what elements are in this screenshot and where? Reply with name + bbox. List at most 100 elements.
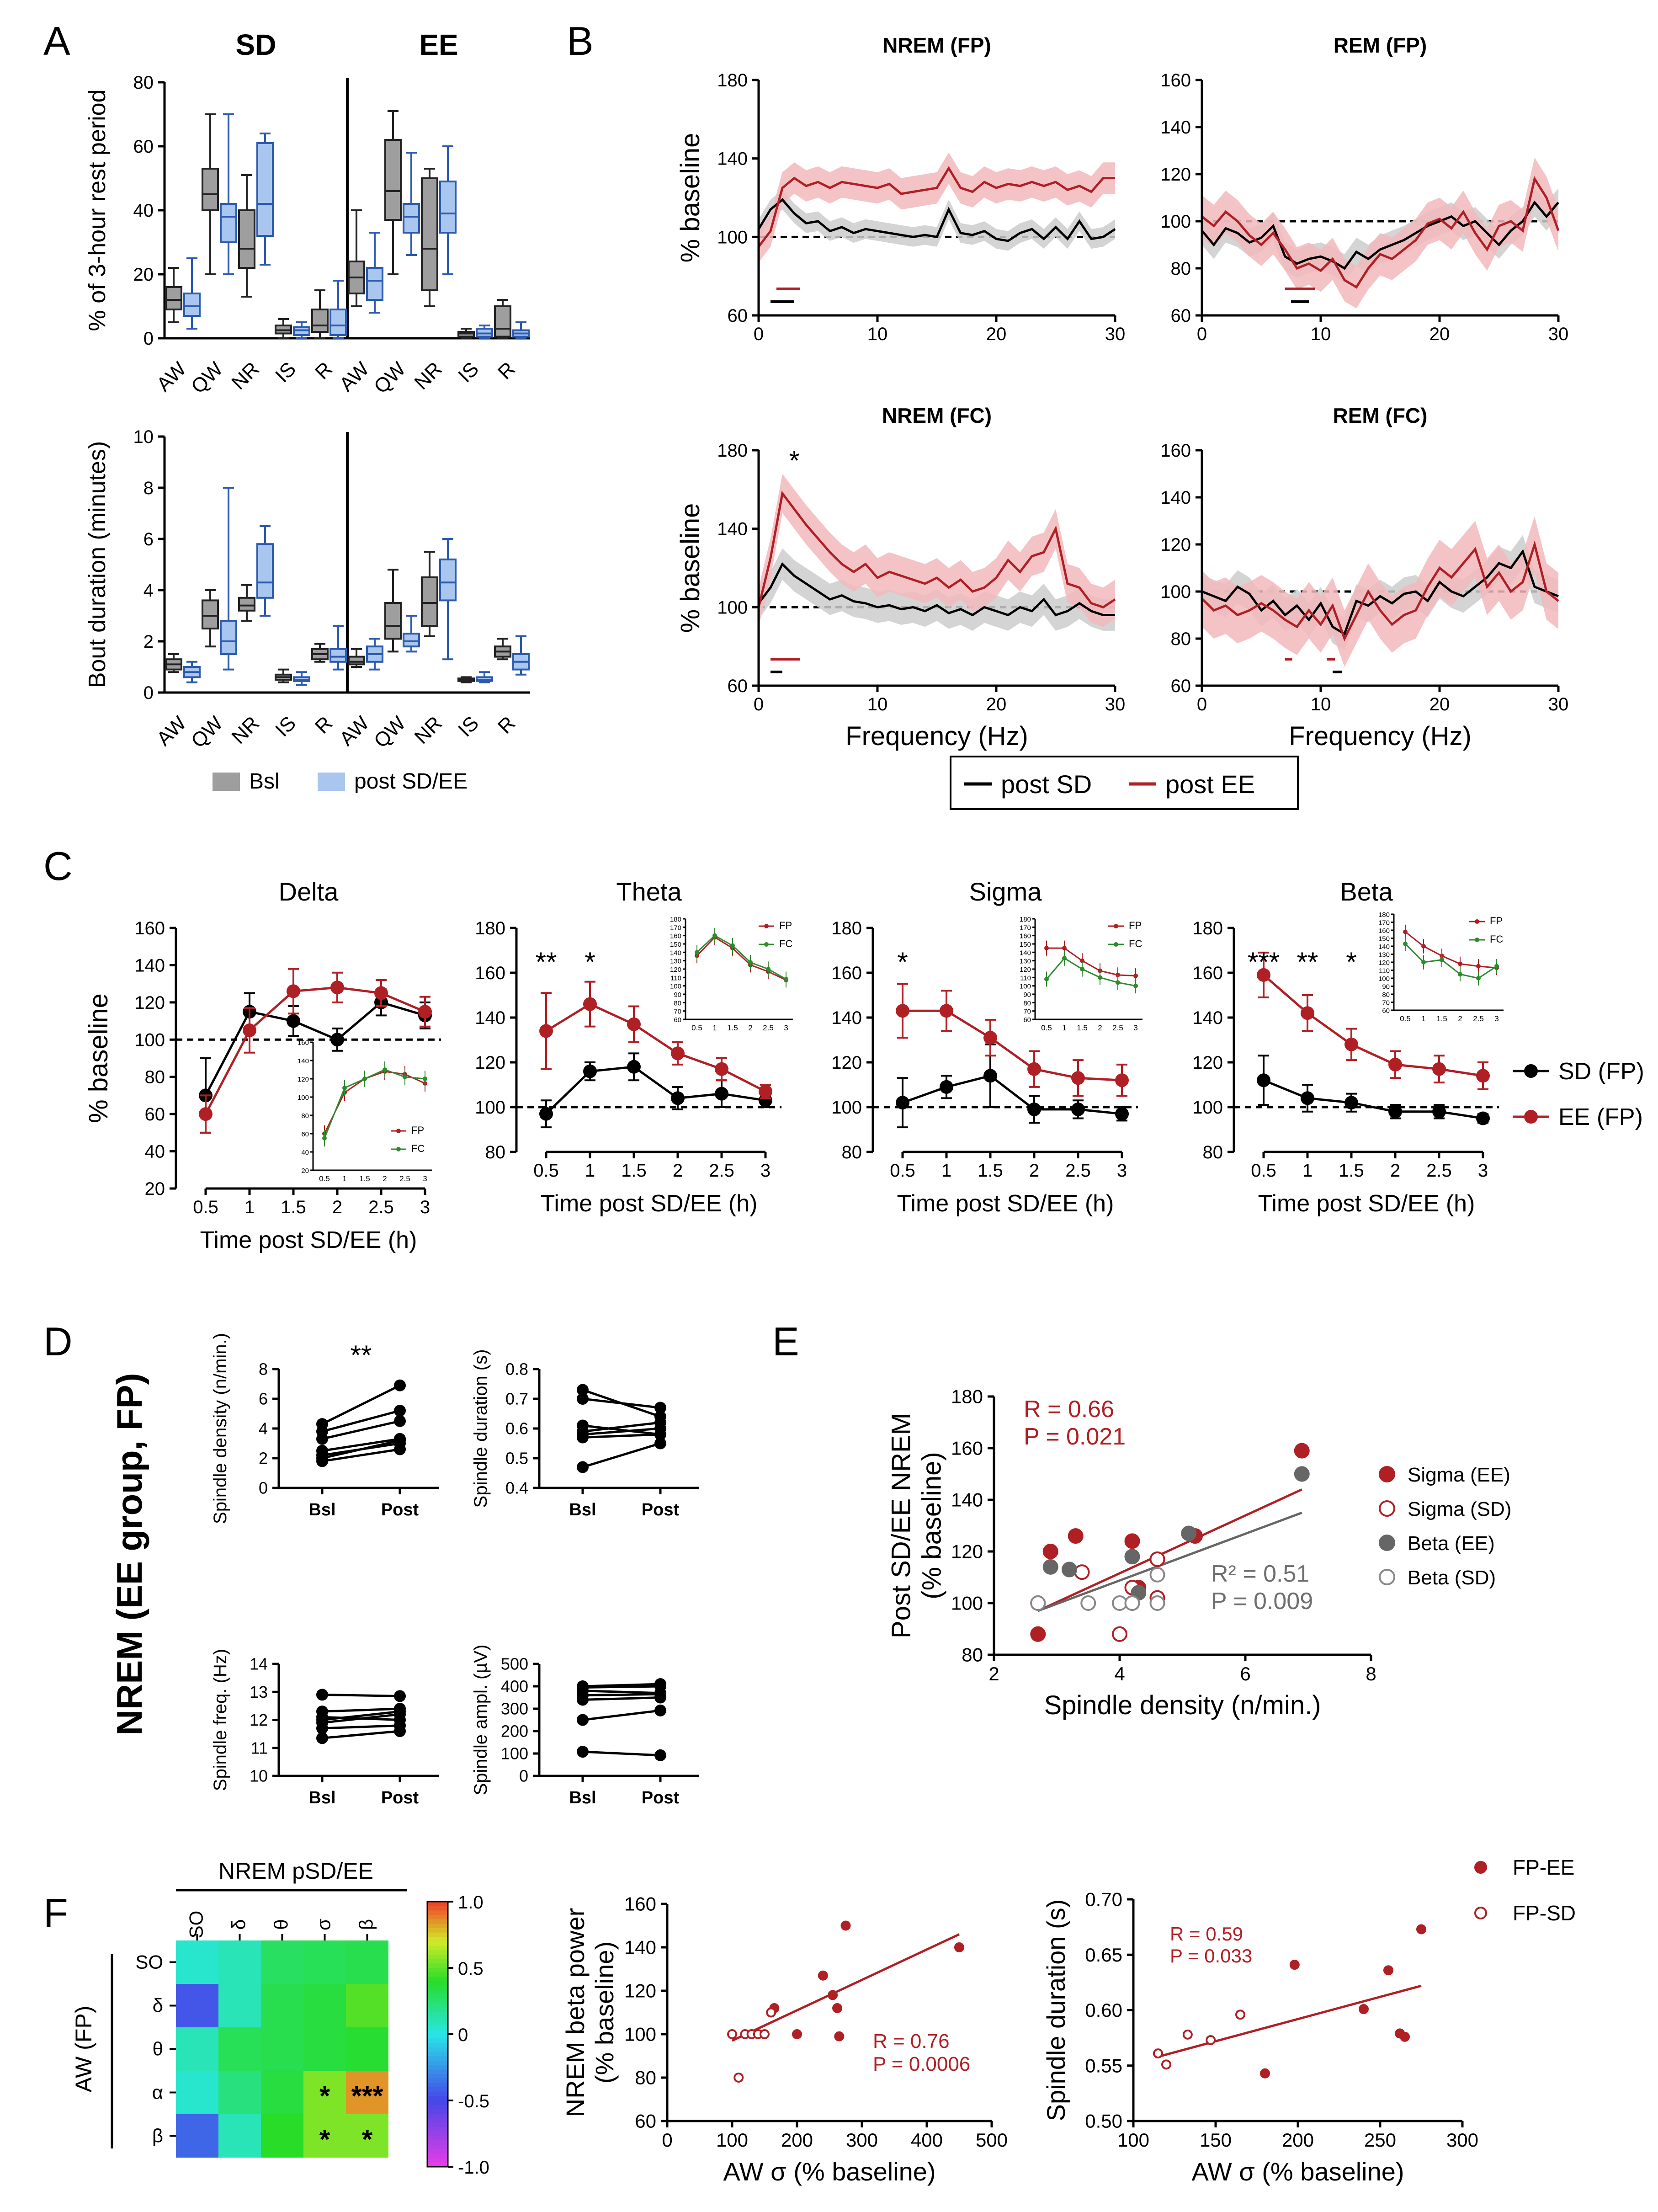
- legend-label: Beta (EE): [1408, 1532, 1495, 1555]
- E-y-tick-label: 80: [962, 1644, 983, 1666]
- C3-x-tick-label: 1.5: [978, 1161, 1003, 1181]
- D2-ylabel: Spindle duration (s): [471, 1349, 491, 1508]
- A1-category-label: AW: [152, 357, 191, 396]
- F3-data-point: [1383, 1965, 1393, 1976]
- F2-x-tick-label: 300: [846, 2129, 878, 2151]
- B1-y-tick-label: 100: [717, 227, 748, 247]
- A2-ylabel: Bout duration (minutes): [84, 441, 111, 688]
- C3-inset-x-tick-label: 3: [1133, 1023, 1137, 1032]
- C2-y-tick-label: 120: [475, 1053, 505, 1073]
- F3-stat-label: R = 0.59: [1170, 1923, 1243, 1945]
- D3-ylabel: Spindle freq. (Hz): [210, 1649, 230, 1791]
- A1-box: [165, 286, 182, 310]
- A1-y-tick-label: 20: [133, 265, 154, 285]
- C4-x-tick-label: 1: [1302, 1161, 1313, 1181]
- C3-inset-data-point: [1062, 956, 1067, 961]
- C2-inset-y-tick-label: 80: [674, 999, 681, 1007]
- B2-x-tick-label: 30: [1548, 324, 1569, 344]
- F2-stat-label: R = 0.76: [873, 2030, 950, 2052]
- B1-sem-band: [759, 152, 1115, 263]
- D4-y-tick-label: 0: [519, 1767, 528, 1786]
- colorbar-segment: [427, 2158, 448, 2163]
- colorbar-segment: [427, 2016, 448, 2021]
- D2-post-point: [654, 1428, 666, 1440]
- heatmap-cell: [346, 2027, 388, 2071]
- C1-series-line: [204, 1001, 425, 1096]
- A2-category-label: QW: [370, 712, 410, 752]
- D1-y-tick-label: 4: [259, 1419, 268, 1438]
- D1-post-point: [394, 1379, 406, 1391]
- colorbar-segment: [427, 2043, 448, 2048]
- C3-x-tick-label: 2: [1029, 1161, 1039, 1181]
- E-data-point: [1042, 1559, 1058, 1575]
- heatmap-cell: [218, 1984, 261, 2027]
- F2-data-point: [828, 1990, 838, 2000]
- E-data-point: [1294, 1443, 1310, 1459]
- B1-ylabel: % baseline: [675, 133, 705, 263]
- colorbar-segment: [427, 2083, 448, 2088]
- D4-post-point: [654, 1749, 666, 1761]
- panel-letter-b: B: [567, 18, 594, 64]
- B1-y-tick-label: 180: [717, 70, 748, 91]
- E-data-point: [1042, 1544, 1058, 1559]
- E-y-tick-label: 120: [951, 1541, 983, 1562]
- F3-data-point: [1182, 2029, 1193, 2040]
- C4-data-point: [1344, 1096, 1358, 1110]
- A2-box: [421, 576, 438, 627]
- B3-y-tick-label: 140: [717, 519, 748, 539]
- D2-pair-line: [582, 1427, 661, 1436]
- B1-series-line: [758, 166, 1115, 248]
- C3-series-line: [903, 1009, 1122, 1082]
- B2-x-tick-label: 10: [1311, 324, 1331, 344]
- E-stat-label: R = 0.66: [1024, 1396, 1114, 1423]
- D1-pair-line: [322, 1448, 400, 1462]
- A1-category-label: R: [494, 357, 520, 384]
- C3-inset-y-tick-label: 90: [1023, 991, 1031, 999]
- C1-y-tick-label: 160: [134, 918, 165, 938]
- E-regression-line: [1037, 1511, 1302, 1612]
- colorbar-segment: [427, 2074, 448, 2079]
- F3-data-point: [1416, 1924, 1426, 1935]
- C4-data-point: [1388, 1057, 1402, 1071]
- colorbar-segment: [427, 1924, 448, 1929]
- E-y-tick-label: 100: [951, 1593, 983, 1614]
- B4-series-line: [1201, 540, 1559, 642]
- A1-y-tick-label: 80: [133, 73, 154, 93]
- C3-x-tick-label: 1: [941, 1161, 951, 1181]
- C2-inset-x-tick-label: 3: [784, 1023, 788, 1032]
- heatmap-cell: [218, 2071, 261, 2114]
- A2-category-label: AW: [335, 712, 373, 750]
- colorbar-tick-label: -1.0: [458, 2158, 489, 2178]
- C4-inset-series-line: [1405, 931, 1497, 969]
- C4-inset-y-tick-label: 140: [1378, 943, 1390, 951]
- B1-x-tick-label: 10: [867, 324, 888, 344]
- chart-b3: NREM (FC) * 60 100 140 180 0 10 20 30 % baseline Fr…: [675, 404, 1125, 751]
- C2-inset-x-tick-label: 2: [748, 1023, 752, 1032]
- C1-inset-y-tick-label: 140: [298, 1057, 309, 1065]
- heatmap-col-label: β: [356, 1919, 377, 1930]
- E-y-tick-label: 140: [951, 1489, 983, 1511]
- B3-series-line: [758, 562, 1115, 617]
- C1-inset-y-tick-label: 120: [298, 1076, 309, 1083]
- C3-inset-series-line: [1046, 957, 1136, 987]
- E-xlabel: Spindle density (n/min.): [1044, 1690, 1321, 1720]
- B3-xlabel: Frequency (Hz): [845, 721, 1028, 751]
- colorbar-segment: [427, 2038, 448, 2044]
- D4-pair-line: [582, 1690, 661, 1695]
- C1-x-tick-label: 1: [244, 1197, 255, 1217]
- heatmap-row-label: θ: [153, 2038, 163, 2060]
- C3-y-tick-label: 120: [831, 1053, 862, 1073]
- E-x-tick-label: 2: [988, 1663, 999, 1684]
- D1-bsl-point: [316, 1444, 328, 1457]
- heatmap-cell: [261, 1984, 303, 2027]
- B4-title: REM (FC): [1333, 404, 1428, 427]
- E-y-tick-label: 160: [951, 1438, 983, 1459]
- C1-inset-y-tick-label: 20: [301, 1167, 309, 1175]
- C1-inset-y-tick-label: 100: [298, 1094, 309, 1102]
- F2-data-point: [733, 2073, 744, 2083]
- C1-ylabel: % baseline: [84, 993, 113, 1123]
- A1-y-tick-label: 0: [143, 329, 154, 349]
- C3-significance-star: *: [897, 947, 908, 977]
- C2-data-point: [671, 1091, 685, 1105]
